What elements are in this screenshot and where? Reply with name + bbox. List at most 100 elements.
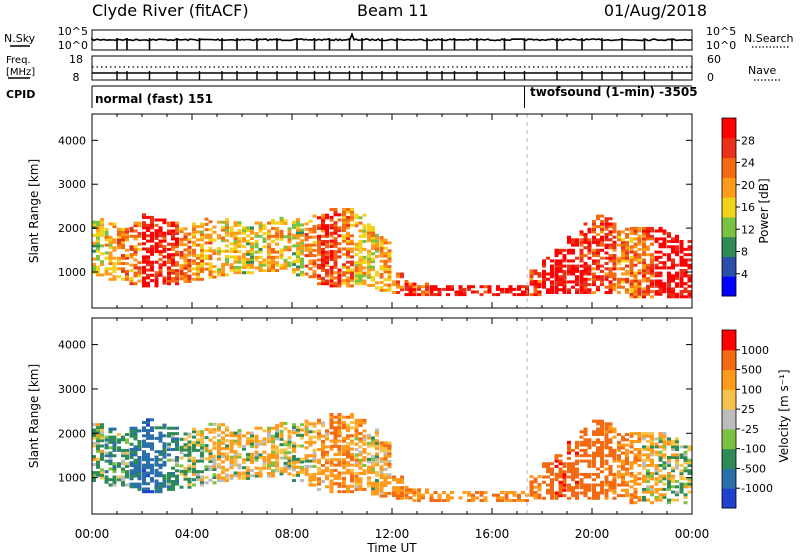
heatmap-cell bbox=[321, 472, 325, 475]
heatmap-cell bbox=[546, 277, 550, 281]
heatmap-cell bbox=[225, 457, 229, 461]
heatmap-cell bbox=[608, 427, 613, 431]
heatmap-cell bbox=[646, 464, 650, 467]
heatmap-cell bbox=[387, 449, 392, 453]
heatmap-cell bbox=[300, 262, 304, 266]
heatmap-cell bbox=[167, 480, 171, 483]
heatmap-cell bbox=[204, 228, 209, 232]
heatmap-cell bbox=[375, 247, 379, 251]
heatmap-cell bbox=[158, 250, 163, 254]
heatmap-cell bbox=[150, 218, 154, 222]
heatmap-cell bbox=[596, 472, 600, 476]
heatmap-cell bbox=[304, 272, 309, 276]
heatmap-cell bbox=[279, 421, 284, 425]
heatmap-cell bbox=[567, 272, 571, 276]
heatmap-cell bbox=[512, 287, 517, 291]
heatmap-cell bbox=[546, 464, 550, 468]
heatmap-cell bbox=[137, 271, 142, 275]
heatmap-cell bbox=[167, 271, 171, 275]
heatmap-cell bbox=[100, 262, 104, 266]
heatmap-cell bbox=[642, 474, 646, 478]
heatmap-cell bbox=[646, 440, 650, 443]
heatmap-cell bbox=[167, 274, 171, 278]
heatmap-cell bbox=[621, 435, 625, 439]
heatmap-cell bbox=[325, 226, 329, 230]
heatmap-cell bbox=[458, 290, 463, 294]
heatmap-cell bbox=[592, 488, 596, 492]
heatmap-cell bbox=[271, 456, 275, 459]
heatmap-cell bbox=[183, 453, 188, 457]
heatmap-cell bbox=[350, 463, 354, 467]
heatmap-cell bbox=[133, 464, 138, 467]
heatmap-cell bbox=[662, 253, 667, 257]
heatmap-cell bbox=[687, 258, 692, 262]
heatmap-cell bbox=[658, 498, 663, 502]
heatmap-cell bbox=[621, 277, 625, 281]
heatmap-cell bbox=[379, 486, 384, 490]
heatmap-cell bbox=[137, 477, 142, 481]
heatmap-cell bbox=[183, 261, 188, 265]
heatmap-cell bbox=[96, 463, 100, 467]
heatmap-cell bbox=[533, 477, 538, 481]
heatmap-cell bbox=[583, 486, 588, 490]
heatmap-cell bbox=[579, 480, 584, 484]
heatmap-cell bbox=[558, 267, 563, 271]
heatmap-cell bbox=[358, 229, 363, 233]
heatmap-cell bbox=[337, 429, 342, 432]
heatmap-cell bbox=[312, 227, 317, 231]
heatmap-cell bbox=[658, 487, 663, 491]
heatmap-cell bbox=[121, 267, 125, 271]
heatmap-cell bbox=[267, 261, 271, 265]
heatmap-cell bbox=[246, 226, 250, 230]
heatmap-cell bbox=[654, 477, 659, 481]
heatmap-cell bbox=[142, 452, 146, 456]
heatmap-cell bbox=[267, 432, 271, 436]
heatmap-cell bbox=[467, 493, 471, 497]
heatmap-cell bbox=[371, 283, 375, 287]
heatmap-cell bbox=[671, 498, 675, 502]
heatmap-cell bbox=[579, 430, 584, 434]
heatmap-cell bbox=[192, 472, 196, 476]
heatmap-cell bbox=[367, 270, 371, 274]
heatmap-cell bbox=[600, 427, 604, 431]
heatmap-cell bbox=[179, 437, 184, 441]
heatmap-cell bbox=[146, 431, 150, 435]
heatmap-cell bbox=[308, 227, 313, 231]
heatmap-cell bbox=[225, 444, 229, 448]
heatmap-cell bbox=[221, 455, 225, 459]
heatmap-cell bbox=[367, 273, 371, 277]
heatmap-cell bbox=[529, 293, 534, 297]
heatmap-cell bbox=[129, 472, 134, 475]
heatmap-cell bbox=[162, 460, 167, 464]
time-tick-label: 20:00 bbox=[575, 527, 610, 541]
heatmap-cell bbox=[587, 472, 592, 476]
heatmap-cell bbox=[267, 472, 271, 475]
heatmap-cell bbox=[367, 444, 371, 448]
heatmap-cell bbox=[271, 263, 275, 267]
heatmap-cell bbox=[154, 229, 159, 233]
heatmap-cell bbox=[296, 236, 300, 240]
heatmap-cell bbox=[629, 292, 634, 296]
freq-tick-bottom: 8 bbox=[73, 71, 80, 84]
heatmap-cell bbox=[133, 224, 138, 228]
heatmap-cell bbox=[558, 472, 563, 476]
heatmap-cell bbox=[171, 255, 175, 259]
heatmap-cell bbox=[337, 421, 342, 424]
heatmap-cell bbox=[329, 265, 334, 269]
heatmap-cell bbox=[333, 444, 338, 448]
heatmap-cell bbox=[392, 478, 396, 482]
heatmap-cell bbox=[504, 496, 509, 500]
colorbar-swatch bbox=[722, 349, 736, 371]
colorbar-tick-label: 12 bbox=[741, 223, 755, 236]
heatmap-cell bbox=[321, 282, 325, 286]
heatmap-cell bbox=[408, 488, 413, 492]
heatmap-cell bbox=[371, 463, 375, 467]
heatmap-cell bbox=[187, 440, 192, 444]
heatmap-cell bbox=[612, 222, 617, 226]
heatmap-cell bbox=[646, 472, 650, 475]
heatmap-cell bbox=[375, 484, 379, 488]
heatmap-cell bbox=[183, 277, 188, 281]
heatmap-cell bbox=[562, 470, 567, 474]
